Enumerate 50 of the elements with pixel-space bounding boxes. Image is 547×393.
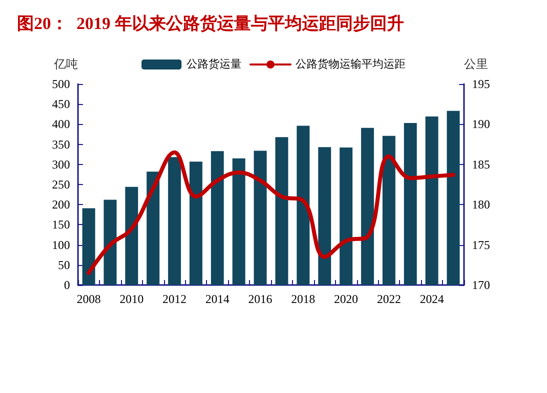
y2-tick-label: 170 (472, 278, 490, 292)
chart-title: 图20： 2019 年以来公路货运量与平均运距同步回升 (17, 14, 404, 33)
y-tick-label: 250 (52, 178, 70, 192)
bar (82, 208, 96, 285)
bar (361, 128, 374, 285)
x-tick-label: 2022 (376, 292, 401, 306)
y-axis-title: 亿吨 (53, 57, 78, 71)
x-tick-label: 2016 (248, 292, 272, 306)
line-series (86, 150, 456, 275)
y2-tick-label: 190 (472, 117, 490, 132)
y-tick-label: 0 (64, 278, 70, 292)
y-tick-label: 150 (52, 218, 70, 232)
bar (104, 200, 117, 285)
bar (190, 162, 202, 285)
bar (425, 116, 438, 285)
bar (232, 158, 246, 285)
y-tick-label: 450 (52, 97, 70, 112)
bar (254, 150, 267, 285)
legend-label: 公路货物运输平均运距 (296, 58, 406, 70)
bar (382, 136, 396, 285)
y2-tick-label: 175 (472, 238, 490, 252)
y-tick-label: 50 (58, 258, 70, 272)
bar (446, 110, 460, 285)
x-tick-label: 2024 (420, 292, 444, 306)
y2-tick-label: 195 (472, 77, 490, 91)
x-tick-label: 2012 (162, 292, 186, 306)
bar (125, 186, 138, 285)
legend-label: 公路货运量 (186, 58, 242, 70)
y2-tick-label: 180 (472, 198, 490, 212)
x-tick-label: 2018 (291, 292, 316, 306)
bar (168, 157, 181, 285)
bar (404, 122, 417, 285)
x-tick-label: 2008 (76, 292, 101, 306)
x-tick-label: 2010 (120, 292, 144, 306)
x-tick-label: 2020 (334, 292, 358, 306)
y-tick-label: 500 (52, 77, 70, 91)
bar (318, 147, 332, 285)
y2-tick-label: 185 (472, 157, 490, 172)
y-tick-label: 200 (52, 198, 70, 212)
bar (210, 151, 224, 285)
y2-axis-title: 公里 (464, 57, 488, 71)
bar (296, 126, 310, 285)
y-tick-label: 350 (52, 137, 70, 152)
bar (275, 137, 288, 285)
bar (340, 148, 352, 285)
bar (146, 172, 160, 285)
x-tick-label: 2014 (205, 292, 230, 306)
y-tick-label: 300 (52, 157, 70, 172)
y-tick-label: 100 (52, 238, 70, 252)
y-tick-label: 400 (52, 117, 70, 132)
